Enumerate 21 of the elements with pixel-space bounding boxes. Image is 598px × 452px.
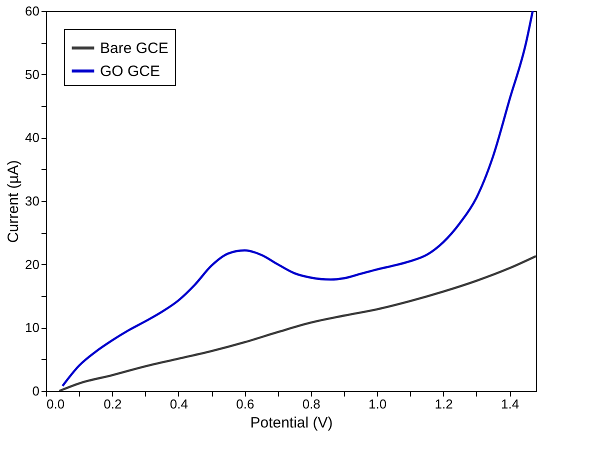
- y-axis-title: Current (µA): [5, 160, 22, 243]
- y-tick-label: 20: [25, 256, 40, 272]
- y-tick-label: 60: [25, 4, 40, 18]
- y-tick-label: 0: [32, 384, 40, 398]
- y-tick-label: 40: [25, 130, 40, 146]
- line-series: [61, 11, 534, 388]
- x-tick-label: 1.4: [500, 396, 520, 412]
- x-tick-label: 0.0: [46, 396, 65, 412]
- y-tick-label: 50: [25, 66, 40, 82]
- y-tick-label: 30: [25, 194, 40, 208]
- legend-label: Bare GCE: [100, 40, 168, 57]
- x-tick-label: 0.4: [170, 396, 188, 412]
- x-axis-title: Potential (V): [250, 414, 333, 432]
- x-tick-label: 1.0: [368, 396, 387, 412]
- legend-label: GO GCE: [100, 63, 160, 80]
- x-tick-label: 0.2: [104, 396, 122, 412]
- y-tick-label: 10: [25, 320, 40, 336]
- line-series: [58, 255, 536, 391]
- x-tick-label: 0.6: [236, 396, 254, 412]
- x-tick-label: 1.2: [434, 396, 453, 412]
- x-tick-label: 0.8: [302, 396, 320, 412]
